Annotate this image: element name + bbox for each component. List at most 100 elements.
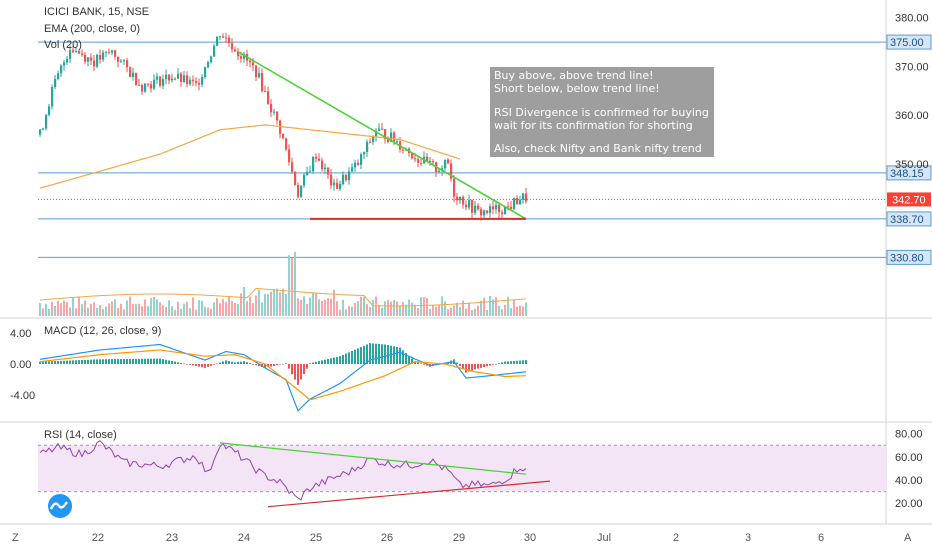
macd-indicator-label[interactable]: MACD (12, 26, close, 9) [44, 325, 161, 337]
candle-body[interactable] [387, 139, 390, 142]
candle-body[interactable] [99, 54, 102, 60]
candle-body[interactable] [453, 178, 456, 197]
candle-body[interactable] [339, 183, 342, 189]
candle-body[interactable] [471, 199, 474, 213]
candle-body[interactable] [372, 136, 375, 143]
candle-body[interactable] [498, 205, 501, 213]
candle-body[interactable] [162, 79, 165, 86]
candle-body[interactable] [171, 78, 174, 81]
candle-body[interactable] [309, 171, 312, 173]
candle-body[interactable] [333, 182, 336, 186]
candle-body[interactable] [111, 50, 114, 53]
candle-body[interactable] [504, 206, 507, 215]
candle-body[interactable] [483, 210, 486, 216]
candle-body[interactable] [129, 67, 132, 78]
candle-body[interactable] [426, 156, 429, 162]
candle-body[interactable] [195, 81, 198, 84]
candle-body[interactable] [243, 53, 246, 59]
candle-body[interactable] [414, 158, 417, 160]
candle-body[interactable] [357, 162, 360, 165]
rsi-trend-line-upper[interactable] [219, 442, 527, 475]
candle-body[interactable] [75, 51, 78, 53]
candle-body[interactable] [300, 185, 303, 197]
candle-body[interactable] [420, 162, 423, 164]
rsi-trend-line-lower[interactable] [267, 480, 551, 508]
candle-body[interactable] [84, 54, 87, 62]
candle-body[interactable] [261, 73, 264, 92]
candle-body[interactable] [459, 196, 462, 201]
candle-body[interactable] [204, 67, 207, 78]
candle-body[interactable] [354, 162, 357, 168]
candle-body[interactable] [324, 167, 327, 170]
candle-body[interactable] [321, 160, 324, 170]
candle-body[interactable] [492, 206, 495, 210]
candle-body[interactable] [135, 72, 138, 85]
candle-body[interactable] [198, 83, 201, 85]
candle-body[interactable] [429, 161, 432, 163]
candle-body[interactable] [63, 62, 66, 66]
candle-body[interactable] [255, 65, 258, 78]
candle-body[interactable] [315, 156, 318, 159]
price-trend-line[interactable] [237, 51, 527, 220]
candle-body[interactable] [417, 159, 420, 163]
candle-body[interactable] [168, 74, 171, 81]
candle-body[interactable] [477, 205, 480, 210]
candle-body[interactable] [489, 206, 492, 213]
candle-body[interactable] [318, 158, 321, 161]
candle-body[interactable] [462, 196, 465, 205]
candle-body[interactable] [210, 56, 213, 63]
candle-body[interactable] [57, 73, 60, 79]
candle-body[interactable] [219, 36, 222, 38]
candle-body[interactable] [444, 159, 447, 169]
candle-body[interactable] [306, 171, 309, 175]
autoscale-button[interactable]: A [904, 532, 912, 544]
candle-body[interactable] [348, 171, 351, 181]
candle-body[interactable] [510, 206, 513, 209]
candle-body[interactable] [294, 171, 297, 185]
candle-body[interactable] [186, 75, 189, 85]
candle-body[interactable] [45, 114, 48, 129]
candle-body[interactable] [336, 182, 339, 189]
candle-body[interactable] [150, 84, 153, 89]
candle-body[interactable] [366, 141, 369, 153]
candle-body[interactable] [54, 78, 57, 88]
candle-body[interactable] [402, 149, 405, 151]
candle-body[interactable] [270, 103, 273, 113]
candle-body[interactable] [297, 184, 300, 197]
volume-indicator-label[interactable]: Vol (20) [44, 39, 82, 51]
candle-body[interactable] [126, 60, 129, 68]
candle-body[interactable] [258, 73, 261, 78]
candle-body[interactable] [123, 60, 126, 62]
candle-body[interactable] [39, 129, 42, 135]
candle-body[interactable] [228, 37, 231, 44]
candle-body[interactable] [378, 128, 381, 131]
candle-body[interactable] [501, 212, 504, 215]
candle-body[interactable] [291, 162, 294, 172]
candle-body[interactable] [234, 49, 237, 52]
candle-body[interactable] [525, 193, 528, 202]
candle-body[interactable] [87, 57, 90, 62]
candle-body[interactable] [303, 174, 306, 186]
candle-body[interactable] [273, 111, 276, 113]
candle-body[interactable] [249, 60, 252, 63]
candle-body[interactable] [432, 161, 435, 163]
candle-body[interactable] [225, 37, 228, 39]
candle-body[interactable] [390, 132, 393, 142]
candle-body[interactable] [117, 56, 120, 62]
candle-body[interactable] [495, 205, 498, 210]
candle-body[interactable] [132, 72, 135, 78]
candle-body[interactable] [375, 130, 378, 137]
candle-body[interactable] [450, 163, 453, 179]
candle-body[interactable] [381, 128, 384, 130]
candle-body[interactable] [48, 106, 51, 115]
candle-body[interactable] [114, 50, 117, 57]
candle-body[interactable] [465, 204, 468, 208]
candle-body[interactable] [102, 52, 105, 60]
candle-body[interactable] [72, 50, 75, 53]
zoom-button[interactable]: Z [12, 532, 19, 544]
candle-body[interactable] [144, 83, 147, 92]
candle-body[interactable] [69, 50, 72, 59]
candle-body[interactable] [66, 58, 69, 63]
candle-body[interactable] [231, 43, 234, 50]
